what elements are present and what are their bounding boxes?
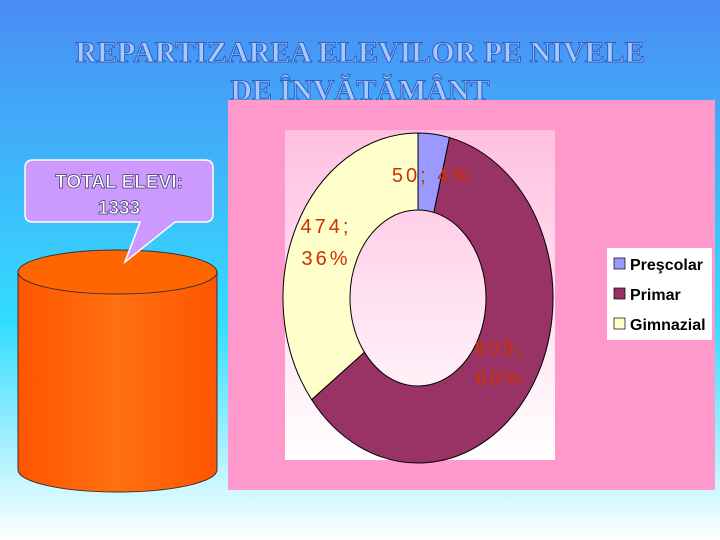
donut (282, 132, 554, 464)
legend-swatch (613, 257, 626, 270)
legend-swatch (613, 287, 626, 300)
cylinder-body (17, 271, 218, 493)
data-label: 50; 4% (392, 165, 472, 187)
callout (24, 159, 214, 265)
donut-slice (282, 132, 419, 401)
legend-label: Gimnazial (630, 317, 706, 334)
callout-text: 1333 (98, 198, 140, 219)
cylinder-top (17, 249, 218, 295)
legend-label: Primar (630, 287, 681, 304)
data-label: 809; 60% (475, 338, 526, 390)
legend-label: Preşcolar (630, 257, 703, 274)
title-line: REPARTIZAREA ELEVILOR PE NIVELE (75, 36, 644, 69)
legend-swatch (613, 317, 626, 330)
donut-slice (310, 136, 554, 464)
data-label: 474; 36% (301, 216, 352, 270)
callout-text: TOTAL ELEVI: (55, 172, 183, 193)
